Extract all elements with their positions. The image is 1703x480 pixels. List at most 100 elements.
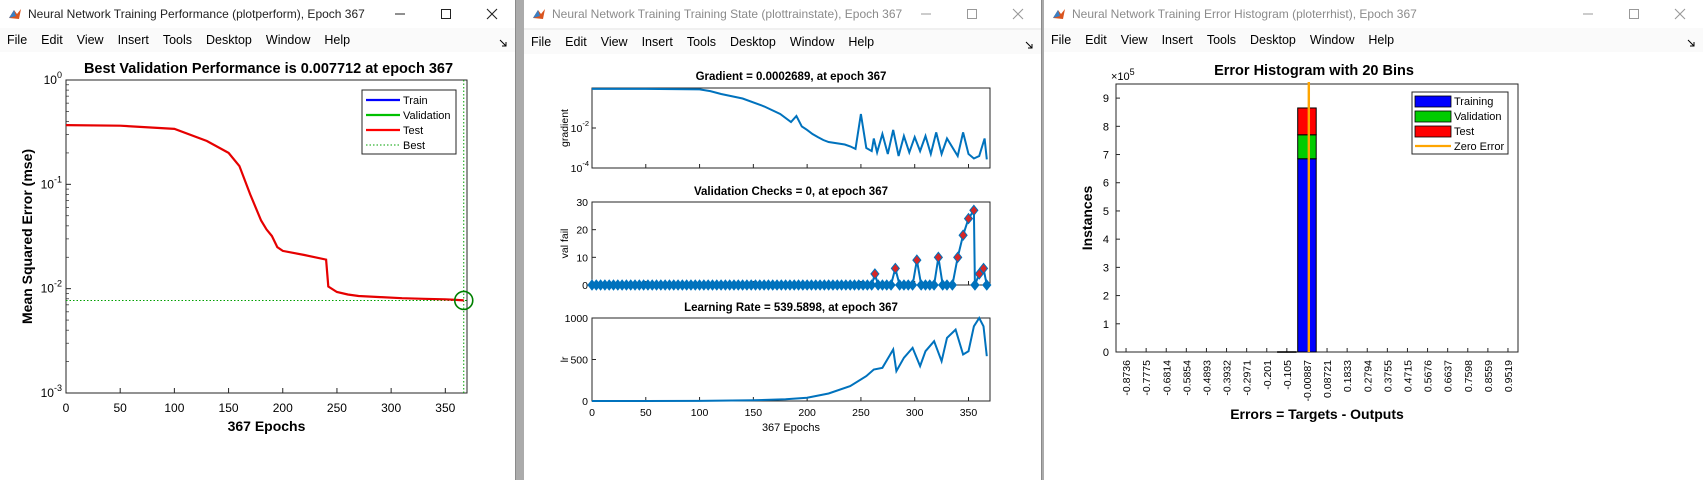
- x-tick-label: -0.4893: [1201, 360, 1213, 396]
- bar-test: [1297, 107, 1317, 136]
- val-fail-marker: [886, 279, 896, 291]
- val-fail-marker: [969, 204, 979, 217]
- x-tick-label: -0.00887: [1302, 360, 1314, 402]
- series-line: [592, 316, 988, 402]
- menu-view[interactable]: View: [600, 35, 628, 49]
- menu-help[interactable]: Help: [1368, 33, 1395, 47]
- val-fail-marker: [890, 262, 900, 275]
- menu-view[interactable]: View: [76, 33, 104, 47]
- minimize-button[interactable]: [1565, 0, 1611, 28]
- title-bar[interactable]: Neural Network Training Performance (plo…: [0, 0, 515, 28]
- series-line: [592, 87, 988, 160]
- menu-file[interactable]: File: [7, 33, 28, 47]
- panel-title: Gradient = 0.0002689, at epoch 367: [696, 71, 887, 83]
- y-tick-label: 10-1: [41, 174, 62, 191]
- minimize-button[interactable]: [903, 0, 949, 28]
- legend-label: Best: [403, 140, 425, 152]
- x-tick-label: -0.201: [1262, 360, 1274, 390]
- x-tick-label: 0.6637: [1443, 360, 1455, 392]
- y-tick-label: 10: [576, 252, 588, 264]
- y-tick-label: 2: [1103, 291, 1109, 303]
- y-tick-label-exp: -3: [54, 383, 62, 393]
- menu-file[interactable]: File: [1051, 33, 1072, 47]
- y-tick-label: 9: [1103, 93, 1109, 105]
- y-tick-label: 500: [570, 355, 588, 367]
- legend-label: Test: [1454, 126, 1474, 138]
- best-marker: [453, 290, 474, 311]
- matlab-icon: [8, 7, 22, 21]
- maximize-button[interactable]: [1611, 0, 1657, 28]
- menu-file[interactable]: File: [531, 35, 552, 49]
- menu-desktop[interactable]: Desktop: [1250, 33, 1296, 47]
- menu-help[interactable]: Help: [324, 33, 351, 47]
- close-button[interactable]: [469, 0, 515, 28]
- y-tick-label: 0: [582, 280, 588, 292]
- val-fail-marker: [912, 254, 922, 266]
- menu-insert[interactable]: Insert: [1161, 33, 1193, 47]
- y-tick-label: 10-4: [571, 159, 589, 175]
- menu-window[interactable]: Window: [1309, 33, 1355, 47]
- panel-title: Learning Rate = 539.5898, at epoch 367: [684, 302, 898, 314]
- maximize-button[interactable]: [949, 0, 995, 28]
- legend: Train Validation Test Best: [361, 89, 457, 155]
- y-tick-label: 30: [576, 197, 588, 209]
- dock-arrow-icon[interactable]: [1025, 36, 1033, 54]
- minimize-button[interactable]: [377, 0, 423, 28]
- performance-window[interactable]: Neural Network Training Performance (plo…: [0, 0, 516, 480]
- x-tick-label: 250: [852, 407, 870, 419]
- title-bar[interactable]: Neural Network Training Error Histogram …: [1044, 0, 1703, 28]
- menu-insert[interactable]: Insert: [641, 35, 673, 49]
- x-tick-label: 0.7598: [1463, 360, 1475, 392]
- maximize-button[interactable]: [423, 0, 469, 28]
- y-tick-label: 0: [1103, 347, 1109, 359]
- legend-label: Validation: [403, 110, 451, 122]
- legend-label: Test: [403, 125, 423, 137]
- dock-arrow-icon[interactable]: [499, 34, 507, 52]
- val-fail-marker: [933, 251, 944, 264]
- y-tick-label: 10-2: [41, 279, 62, 296]
- y-exponent-times: ×10: [1111, 71, 1130, 83]
- menu-edit[interactable]: Edit: [565, 35, 587, 49]
- x-tick-label: 0.9519: [1503, 360, 1515, 392]
- menu-window[interactable]: Window: [789, 35, 835, 49]
- panel-2: Learning Rate = 539.5898, at epoch 367 0 5…: [559, 302, 991, 434]
- menu-bar: File Edit View Insert Tools Desktop Wind…: [1044, 28, 1703, 53]
- menu-tools[interactable]: Tools: [162, 33, 193, 47]
- menu-desktop[interactable]: Desktop: [730, 35, 776, 49]
- menu-edit[interactable]: Edit: [41, 33, 63, 47]
- y-axis-label: lr: [559, 356, 571, 362]
- y-tick-label-base: 10: [41, 282, 55, 296]
- x-tick-label: 50: [114, 401, 128, 415]
- x-tick-label: 200: [798, 407, 816, 419]
- x-tick-label: 0.2794: [1362, 360, 1374, 392]
- close-button[interactable]: [1657, 0, 1703, 28]
- close-button[interactable]: [995, 0, 1041, 28]
- x-tick-label: 300: [906, 407, 924, 419]
- title-bar[interactable]: Neural Network Training Training State (…: [524, 0, 1041, 28]
- menu-help[interactable]: Help: [848, 35, 875, 49]
- menu-desktop[interactable]: Desktop: [206, 33, 252, 47]
- window-title: Neural Network Training Error Histogram …: [1072, 7, 1417, 21]
- x-tick-label: 150: [745, 407, 763, 419]
- legend-swatch: [1414, 125, 1452, 138]
- menu-window[interactable]: Window: [265, 33, 311, 47]
- matlab-icon: [532, 7, 546, 21]
- y-tick-label: 10-3: [41, 383, 62, 400]
- x-axis-label: 367 Epochs: [228, 418, 306, 434]
- dock-arrow-icon[interactable]: [1687, 34, 1695, 52]
- error-histogram-window[interactable]: Neural Network Training Error Histogram …: [1044, 0, 1703, 480]
- menu-tools[interactable]: Tools: [686, 35, 717, 49]
- training-state-window[interactable]: Neural Network Training Training State (…: [524, 0, 1042, 480]
- menu-insert[interactable]: Insert: [117, 33, 149, 47]
- training-state-figure: Gradient = 0.0002689, at epoch 36710-210…: [524, 54, 1041, 480]
- y-tick-label-base: 10: [44, 73, 58, 87]
- menu-tools[interactable]: Tools: [1206, 33, 1237, 47]
- bar-training: [1297, 158, 1317, 353]
- y-tick-label-exp: -2: [54, 279, 62, 289]
- menu-edit[interactable]: Edit: [1085, 33, 1107, 47]
- y-axis-label: gradient: [559, 109, 571, 147]
- x-tick-label: 150: [219, 401, 239, 415]
- x-tick-label: 50: [640, 407, 652, 419]
- menu-view[interactable]: View: [1120, 33, 1148, 47]
- x-tick-label: 200: [273, 401, 293, 415]
